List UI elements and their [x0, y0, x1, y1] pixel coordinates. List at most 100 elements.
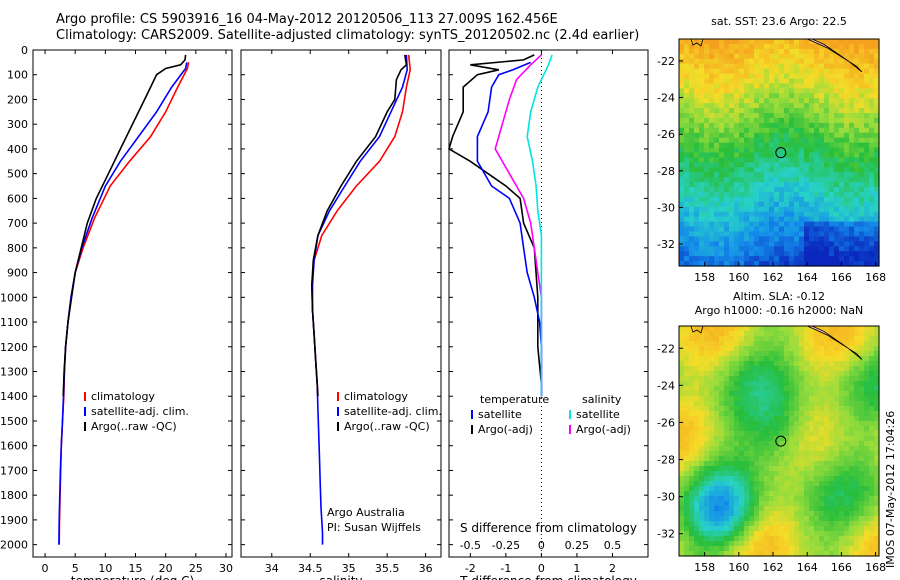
map-cell	[769, 361, 775, 367]
annotation-text: PI: Susan Wijffels	[327, 521, 421, 534]
map-cell	[699, 391, 705, 397]
map-cell	[714, 511, 720, 517]
island-shape	[807, 38, 863, 73]
map-cell	[739, 346, 745, 352]
map-cell	[769, 331, 775, 337]
map-cell	[829, 476, 835, 482]
map-cell	[814, 157, 820, 163]
map-cell	[844, 456, 850, 462]
map-cell	[714, 93, 720, 99]
map-cell	[864, 226, 870, 233]
map-cell	[844, 416, 850, 422]
map-cell	[754, 416, 760, 422]
map-cell	[764, 481, 770, 487]
map-cell	[864, 506, 870, 512]
map-cell	[799, 88, 805, 94]
map-cell	[874, 231, 880, 237]
map-cell	[774, 531, 780, 537]
map-cell	[734, 246, 740, 252]
map-cell	[799, 246, 805, 252]
map-cell	[764, 541, 770, 547]
map-cell	[744, 511, 750, 517]
map-cell	[799, 496, 805, 502]
map-cell	[699, 117, 705, 124]
map-cell	[694, 216, 700, 223]
map-cell	[829, 466, 835, 472]
map-cell	[704, 421, 710, 427]
map-cell	[804, 341, 810, 347]
map-cell	[854, 241, 860, 247]
map-cell	[854, 127, 860, 134]
map-cell	[869, 451, 875, 457]
map-cell	[689, 88, 695, 94]
map-cell	[729, 122, 735, 129]
map-cell	[684, 451, 690, 457]
map-cell	[869, 331, 875, 337]
map-cell	[749, 113, 755, 119]
map-cell	[724, 191, 730, 198]
map-cell	[694, 98, 700, 104]
map-cell	[834, 351, 840, 357]
map-cell	[839, 511, 845, 517]
map-cell	[789, 201, 795, 208]
map-cell	[804, 231, 810, 237]
map-cell	[704, 196, 710, 203]
map-cell	[719, 216, 725, 223]
map-cell	[739, 456, 745, 462]
map-cell	[849, 157, 855, 163]
map-cell	[769, 441, 775, 447]
map-cell	[774, 426, 780, 432]
map-cell	[779, 516, 785, 522]
map-cell	[794, 546, 800, 552]
map-cell	[789, 531, 795, 537]
map-cell	[724, 48, 730, 55]
map-cell	[869, 73, 875, 80]
map-cell	[694, 182, 700, 188]
map-cell	[744, 48, 750, 55]
map-cell	[799, 536, 805, 542]
map-cell	[844, 63, 850, 70]
map-cell	[684, 63, 690, 70]
ytick-label: 2000	[0, 539, 28, 552]
map-cell	[774, 117, 780, 124]
map-cell	[819, 142, 825, 149]
map-cell	[694, 103, 700, 109]
map-cell	[864, 361, 870, 367]
map-cell	[689, 236, 695, 242]
map-cell	[834, 491, 840, 497]
map-cell	[834, 521, 840, 527]
map-cell	[864, 496, 870, 502]
map-cell	[869, 187, 875, 193]
map-cell	[789, 98, 795, 104]
map-cell	[779, 88, 785, 94]
map-cell	[874, 471, 880, 477]
map-cell	[729, 486, 735, 492]
map-cell	[854, 48, 860, 55]
map-cell	[844, 39, 850, 45]
map-cell	[839, 501, 845, 507]
map-cell	[779, 501, 785, 507]
map-cell	[744, 441, 750, 447]
map-cell	[749, 73, 755, 80]
xtick-label: 10	[98, 562, 112, 575]
map-cell	[679, 491, 685, 497]
map-cell	[864, 122, 870, 129]
map-cell	[779, 162, 785, 168]
map-cell	[739, 341, 745, 347]
map-cell	[749, 152, 755, 159]
map-cell	[719, 356, 725, 362]
map-cell	[849, 221, 855, 228]
map-cell	[829, 436, 835, 442]
map-cell	[699, 152, 705, 159]
map-cell	[779, 152, 785, 159]
map-cell	[739, 411, 745, 417]
map-cell	[874, 172, 880, 178]
map-cell	[844, 187, 850, 193]
map-cell	[854, 142, 860, 149]
map-cell	[824, 201, 830, 208]
map-cell	[729, 142, 735, 149]
map-cell	[694, 406, 700, 412]
map-cell	[864, 117, 870, 124]
map-cell	[759, 461, 765, 467]
map-cell	[874, 216, 880, 223]
